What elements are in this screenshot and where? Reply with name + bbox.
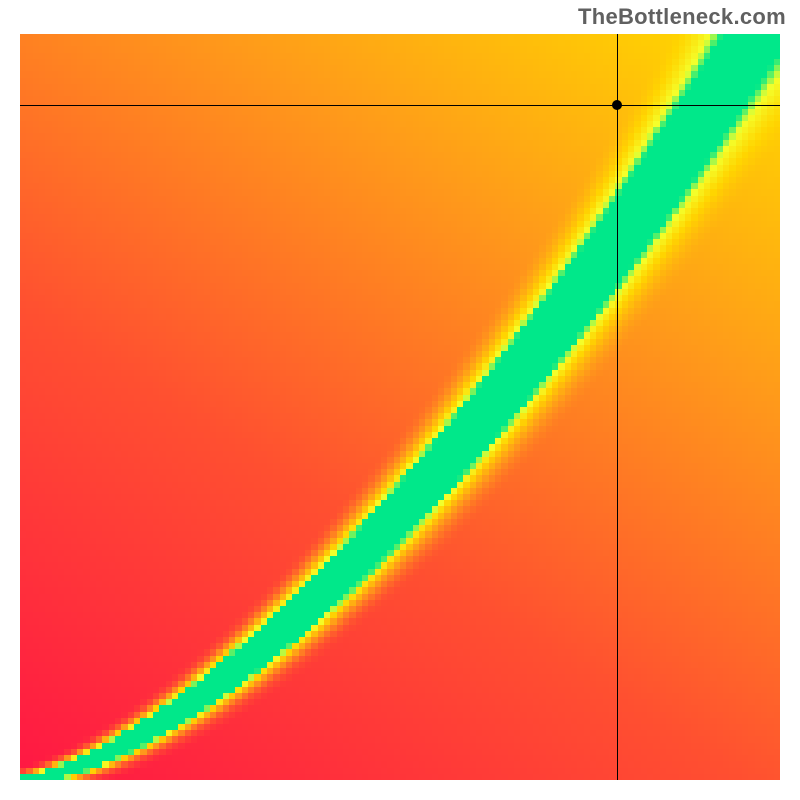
heatmap-plot (20, 34, 780, 780)
crosshair-horizontal (20, 105, 780, 106)
crosshair-marker (612, 100, 622, 110)
heatmap-canvas (20, 34, 780, 780)
watermark-text: TheBottleneck.com (578, 4, 786, 30)
crosshair-vertical (617, 34, 618, 780)
